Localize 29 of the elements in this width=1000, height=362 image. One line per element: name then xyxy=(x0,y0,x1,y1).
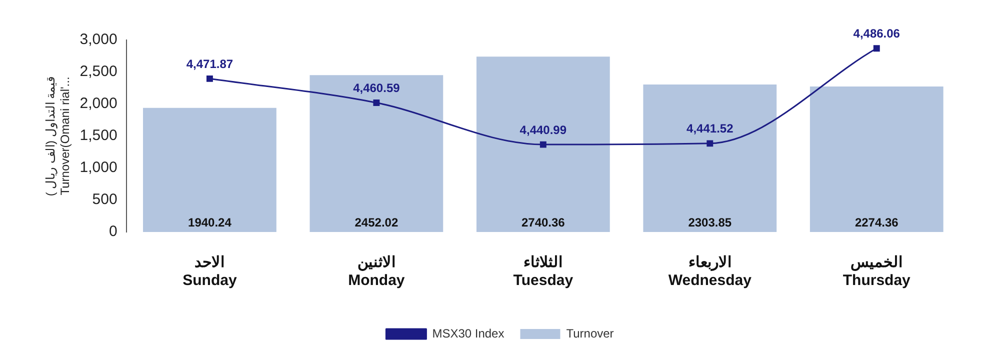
point xyxy=(206,75,213,82)
legend-label: MSX30 Index xyxy=(432,326,504,340)
data-label: 2274.36 xyxy=(854,215,899,230)
bar xyxy=(310,75,444,232)
data-label: 4,486.06 xyxy=(853,26,900,41)
data-label: 4,460.59 xyxy=(353,81,400,96)
y-tick-label: 2,000 xyxy=(80,95,118,112)
bar xyxy=(810,86,944,232)
legend-label: Turnover xyxy=(566,326,614,340)
data-label: 4,471.87 xyxy=(186,56,234,71)
bar xyxy=(476,56,610,232)
data-label: 2303.85 xyxy=(688,215,732,230)
y-tick-label: 3,000 xyxy=(80,31,118,48)
point xyxy=(706,140,714,147)
bar xyxy=(143,108,276,232)
y-tick-label: 500 xyxy=(92,191,118,208)
bar xyxy=(643,84,777,232)
y-tick-label: 1,000 xyxy=(80,159,118,176)
data-label: 4,440.99 xyxy=(520,122,567,137)
data-label: 1940.24 xyxy=(188,215,232,230)
data-label: 4,441.52 xyxy=(686,122,734,136)
y-tick-label: 0 xyxy=(108,223,118,240)
y-tick-label: 1,500 xyxy=(80,127,118,144)
data-label: 2452.02 xyxy=(354,215,398,230)
data-label: 2740.36 xyxy=(521,215,566,230)
point xyxy=(540,141,546,148)
point xyxy=(873,45,880,52)
point xyxy=(373,100,380,106)
y-tick-label: 2,500 xyxy=(80,63,118,80)
